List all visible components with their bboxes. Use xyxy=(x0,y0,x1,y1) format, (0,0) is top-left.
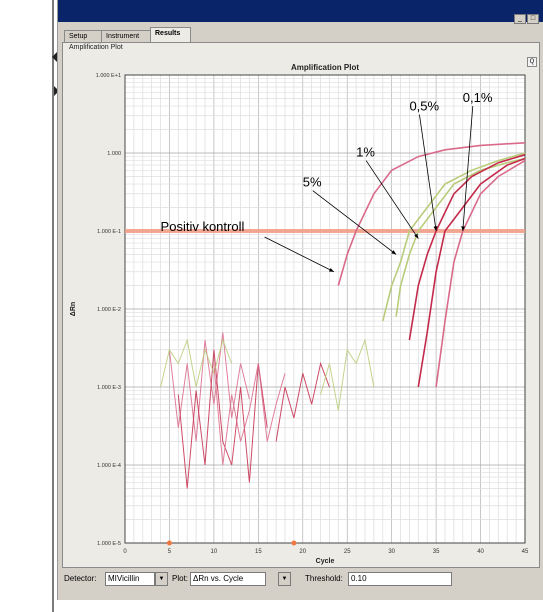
noise-trace xyxy=(177,349,268,489)
application-window: _ □ Setup Instrument Results Amplificati… xyxy=(57,0,543,600)
noise-trace xyxy=(168,332,250,442)
zoom-icon[interactable]: Q xyxy=(527,57,537,67)
detector-label: Detector: xyxy=(64,574,97,583)
x-tick-label: 40 xyxy=(477,549,484,555)
annotation-arrowhead xyxy=(461,226,466,231)
amplification-curve xyxy=(417,157,526,388)
cycle-marker xyxy=(291,540,297,546)
annotation-label: 0,1% xyxy=(463,90,493,105)
left-edge-divider xyxy=(52,0,54,612)
detector-dropdown-icon[interactable]: ▼ xyxy=(155,572,168,586)
amplification-panel: Amplification Plot Q Amplification Plot 0… xyxy=(62,42,540,568)
plot-dropdown-icon[interactable]: ▼ xyxy=(278,572,291,586)
y-tick-label: 1.000 E-1 xyxy=(97,229,121,235)
amplification-curve xyxy=(395,157,526,317)
annotation-arrowhead xyxy=(414,233,419,239)
noise-trace xyxy=(275,361,330,442)
x-tick-label: 25 xyxy=(344,549,351,555)
splitter-arrow-right-icon[interactable] xyxy=(54,86,59,96)
amplification-curve xyxy=(382,152,526,322)
panel-title: Amplification Plot xyxy=(69,44,123,51)
annotation-label: Positiv kontroll xyxy=(161,219,245,234)
annotation-arrow xyxy=(264,236,335,273)
chart-title: Amplification Plot xyxy=(291,63,359,72)
splitter-arrow-left-icon[interactable] xyxy=(52,52,57,62)
annotation-label: 1% xyxy=(356,145,375,160)
amplification-curve xyxy=(408,153,526,341)
x-tick-label: 5 xyxy=(168,549,172,555)
amplification-plot: Amplification Plot 0 5 10 15 20 25 30 35 40 45 Cycl… xyxy=(70,63,529,565)
annotation-arrow xyxy=(312,190,397,255)
y-tick-label: 1.000 E-2 xyxy=(97,307,121,313)
noise-trace xyxy=(213,363,286,466)
annotation-label: 5% xyxy=(303,175,322,190)
annotation-arrow xyxy=(365,160,419,239)
x-tick-label: 15 xyxy=(255,549,262,555)
annotation-arrow xyxy=(419,114,437,232)
bottom-toolbar: Detector: MIVicillin ▼ Plot: ΔRn vs. Cyc… xyxy=(62,570,538,588)
threshold-label: Threshold: xyxy=(305,574,343,583)
cycle-marker xyxy=(166,540,172,546)
x-axis-label: Cycle xyxy=(316,558,335,565)
annotation-arrowhead xyxy=(433,226,438,231)
threshold-input[interactable]: 0.10 xyxy=(348,572,452,586)
title-bar: _ □ xyxy=(58,0,543,24)
x-tick-label: 20 xyxy=(299,549,306,555)
y-tick-label: 1.000 xyxy=(107,151,121,157)
annotation-arrow xyxy=(462,106,474,232)
minimize-icon[interactable]: _ xyxy=(514,14,526,24)
plot-label: Plot: xyxy=(172,574,189,583)
y-tick-label: 1.000 E-5 xyxy=(97,541,121,547)
plot-frame xyxy=(124,74,526,544)
detector-select[interactable]: MIVicillin xyxy=(105,572,155,586)
maximize-icon[interactable]: □ xyxy=(527,14,539,24)
tab-results[interactable]: Results xyxy=(150,27,191,43)
x-tick-label: 0 xyxy=(123,549,127,555)
x-tick-label: 10 xyxy=(211,549,218,555)
y-tick-label: 1.000 E+1 xyxy=(96,73,121,79)
annotation-label: 0,5% xyxy=(409,99,439,114)
annotation-arrowhead xyxy=(391,250,397,255)
x-tick-label: 45 xyxy=(522,549,529,555)
amplification-curve xyxy=(337,142,526,286)
plot-select[interactable]: ΔRn vs. Cycle xyxy=(190,572,266,586)
annotation-arrowhead xyxy=(328,267,334,272)
noise-trace xyxy=(320,338,375,411)
y-tick-label: 1.000 E-3 xyxy=(97,385,121,391)
y-axis-label: ΔRn xyxy=(70,302,77,316)
y-tick-label: 1.000 E-4 xyxy=(97,463,121,469)
x-tick-label: 30 xyxy=(388,549,395,555)
x-tick-label: 35 xyxy=(433,549,440,555)
noise-trace xyxy=(160,338,233,388)
